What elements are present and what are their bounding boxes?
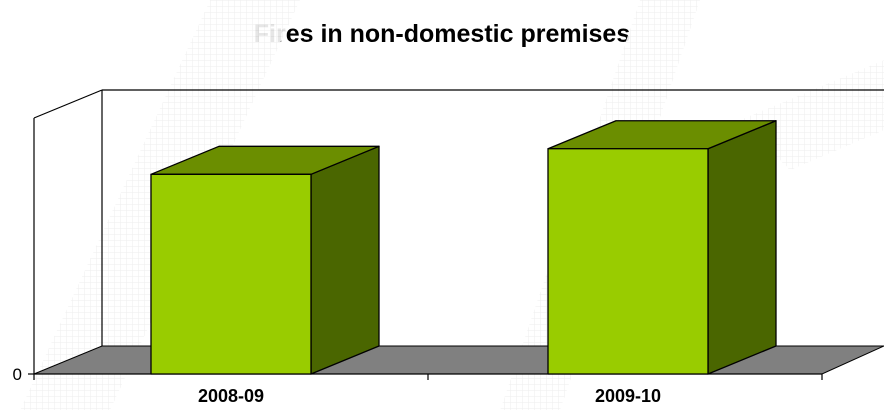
category-label: 2008-09: [198, 386, 264, 406]
y-tick-label: 0: [13, 365, 22, 384]
bar-side-face: [310, 145, 380, 375]
category-label: 2009-10: [595, 386, 661, 406]
bar-front-face: [150, 173, 312, 375]
bar-front-face: [547, 148, 709, 375]
bars: [150, 120, 777, 375]
bar-2008-09: [150, 145, 380, 375]
x-axis: [33, 373, 823, 380]
chart-walls: [33, 89, 884, 374]
bar-side-face: [707, 120, 777, 375]
chart-title: Fires in non-domestic premises: [253, 20, 631, 48]
bar-2009-10: [547, 120, 777, 375]
